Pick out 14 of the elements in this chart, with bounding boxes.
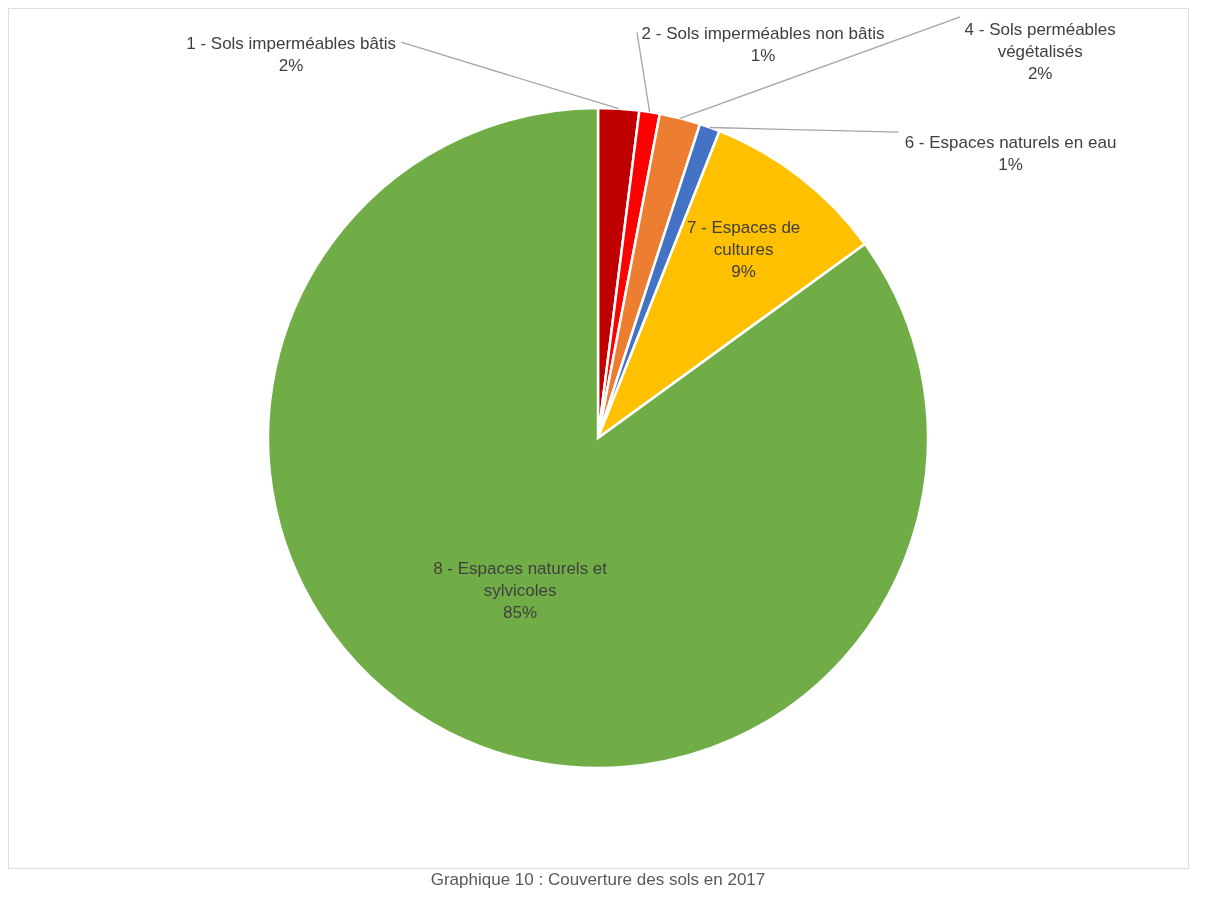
data-label: 2% [1027,63,1053,83]
slice-label: 7 - Espaces de cultures [686,218,801,260]
slice-label: 6 - Espaces naturels en eau [904,133,1117,153]
data-label: 2% [278,56,304,76]
slice-label: 2 - Sols imperméables non bâtis [641,24,885,44]
pie-slice [267,106,930,770]
data-label: 1% [750,46,776,66]
data-label: 1% [998,155,1023,175]
data-label: 85% [503,602,538,622]
slice-label: 8 - Espaces naturels et sylvicoles [433,558,608,600]
slice-label: 4 - Sols perméables végétalisés [964,19,1116,61]
slice-label: 1 - Sols imperméables bâtis [186,34,396,54]
data-label: 9% [731,262,756,282]
text: Graphique 10 : Couverture des sols en 2017 [430,870,766,889]
